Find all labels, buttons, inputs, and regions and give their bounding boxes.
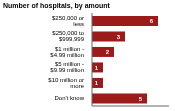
svg-text:5: 5 [139, 96, 143, 102]
svg-text:$1 million -$4.99 million: $1 million -$4.99 million [50, 46, 84, 58]
html-text:Number of hospitals, by amount: Number of hospitals, by amount [3, 2, 110, 9]
svg-text:3: 3 [117, 34, 121, 40]
svg-text:$5 million -$9.99 million: $5 million -$9.99 million [50, 61, 84, 73]
svg-text:1: 1 [95, 80, 99, 86]
svg-text:1: 1 [95, 65, 99, 71]
svg-text:$10 million ormore: $10 million ormore [48, 77, 84, 89]
svg-text:$250,000 orless: $250,000 orless [52, 15, 84, 27]
svg-text:6: 6 [150, 18, 154, 24]
svg-text:$250,000 to$999,999: $250,000 to$999,999 [52, 30, 84, 42]
svg-text:Don't know: Don't know [55, 95, 85, 101]
svg-text:2: 2 [106, 49, 110, 55]
